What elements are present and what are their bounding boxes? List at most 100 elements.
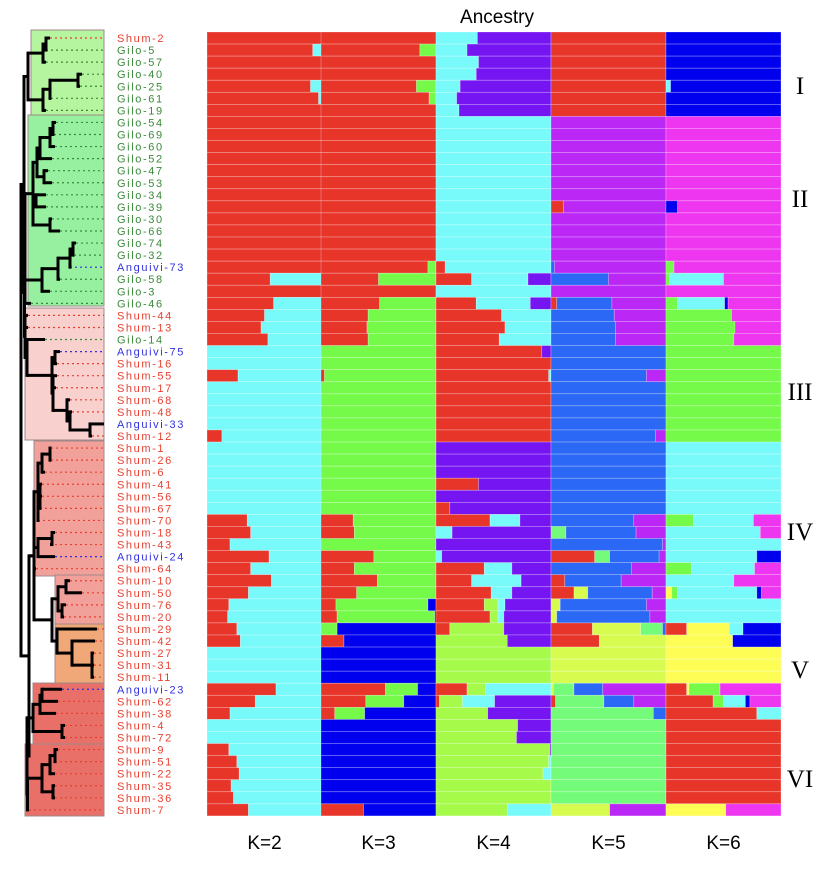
ancestry-segment (206, 719, 323, 732)
ancestry-segment (489, 514, 521, 527)
sample-label: Shum-50 (117, 588, 173, 600)
ancestry-segment (435, 43, 468, 57)
ancestry-segment (206, 369, 239, 383)
sample-label: Shum-10 (117, 576, 173, 588)
ancestry-segment (487, 707, 552, 720)
ancestry-segment (435, 441, 552, 455)
ancestry-segment (435, 116, 552, 129)
ancestry-segment (260, 321, 323, 334)
ancestry-segment (723, 694, 746, 708)
ancestry-segment (613, 309, 667, 322)
ancestry-segment (435, 296, 477, 310)
ancestry-segment (640, 622, 663, 636)
ancestry-segment (206, 236, 323, 250)
ancestry-segment (550, 272, 609, 286)
ancestry-segment (444, 260, 552, 274)
ancestry-segment (451, 526, 552, 539)
ancestry-segment (221, 429, 323, 443)
ancestry-segment (554, 260, 667, 274)
ancestry-segment (320, 610, 338, 624)
ancestry-segment (320, 236, 437, 250)
sample-label: Shum-13 (117, 322, 173, 334)
ancestry-segment (550, 31, 667, 45)
ancestry-segment (356, 586, 437, 600)
ancestry-segment (550, 116, 667, 129)
ancestry-segment (435, 164, 552, 178)
sample-label: Shum-17 (117, 383, 173, 395)
ancestry-segment (206, 128, 323, 141)
ancestry-segment (665, 224, 782, 238)
ancestry-segment (563, 200, 667, 214)
ancestry-segment (435, 321, 506, 334)
ancestry-segment (665, 321, 736, 334)
ancestry-segment (646, 598, 667, 612)
ancestry-segment (670, 79, 782, 93)
ancestry-segment (552, 682, 575, 696)
ancestry-segment (550, 538, 663, 551)
ancestry-segment (550, 79, 667, 93)
ancestry-segment (275, 682, 323, 696)
ancestry-segment (556, 296, 613, 310)
ancestry-segment (206, 586, 249, 600)
ancestry-segment (665, 719, 782, 732)
ancestry-segment (320, 369, 325, 383)
ancestry-segment (662, 622, 667, 636)
ancestry-segment (511, 586, 552, 600)
ancestry-segment (665, 188, 782, 202)
ancestry-segment (435, 260, 446, 274)
ancestry-segment (435, 91, 458, 105)
ancestry-segment (477, 31, 552, 45)
ancestry-segment (731, 309, 782, 322)
ancestry-segment (749, 694, 782, 708)
chart-title: Ancestry (460, 7, 534, 28)
ancestry-segment (665, 116, 782, 129)
ancestry-segment (206, 707, 231, 720)
sample-label: Shum-68 (117, 395, 173, 407)
ancestry-segment (320, 429, 437, 443)
ancestry-segment (250, 562, 323, 576)
ancestry-segment (665, 803, 727, 817)
ancestry-segment (665, 91, 782, 105)
ancestry-segment (435, 104, 460, 117)
ancestry-segment (435, 526, 453, 539)
ancestry-segment (206, 526, 252, 539)
ancestry-segment (206, 381, 323, 395)
ancestry-segment (206, 164, 323, 178)
ancestry-segment (754, 562, 782, 576)
ancestry-segment (550, 501, 667, 515)
ancestry-segment (665, 767, 782, 781)
ancestry-segment (503, 610, 552, 624)
ancestry-segment (673, 260, 782, 274)
ancestry-segment (435, 381, 552, 395)
ancestry-segment (651, 586, 667, 600)
group-label: I (796, 73, 804, 100)
ancestry-segment (550, 176, 667, 190)
ancestry-segment (320, 707, 336, 720)
ancestry-segment (354, 562, 437, 576)
ancestry-segment (320, 670, 437, 684)
ancestry-segment (206, 429, 223, 443)
sample-label: Shum-76 (117, 600, 173, 612)
ancestry-segment (206, 622, 238, 636)
sample-label: Anguivi-73 (117, 262, 185, 274)
ancestry-segment (268, 550, 323, 563)
ancestry-segment (320, 176, 437, 190)
ancestry-segment (665, 79, 671, 93)
ancestry-segment (320, 55, 437, 69)
ancestry-segment (240, 634, 323, 648)
ancestry-segment (206, 284, 323, 298)
ancestry-segment (320, 67, 437, 81)
ancestry-segment (435, 140, 552, 153)
ancestry-segment (550, 453, 667, 467)
ancestry-segment (550, 164, 667, 178)
sample-label: Shum-11 (117, 672, 172, 684)
ancestry-segment (550, 562, 632, 576)
ancestry-segment (435, 598, 485, 612)
ancestry-segment (677, 586, 758, 600)
ancestry-segment (206, 441, 323, 455)
ancestry-segment (206, 393, 323, 407)
ancestry-segment (363, 803, 437, 817)
ancestry-segment (550, 417, 667, 431)
ancestry-segment (620, 574, 667, 588)
